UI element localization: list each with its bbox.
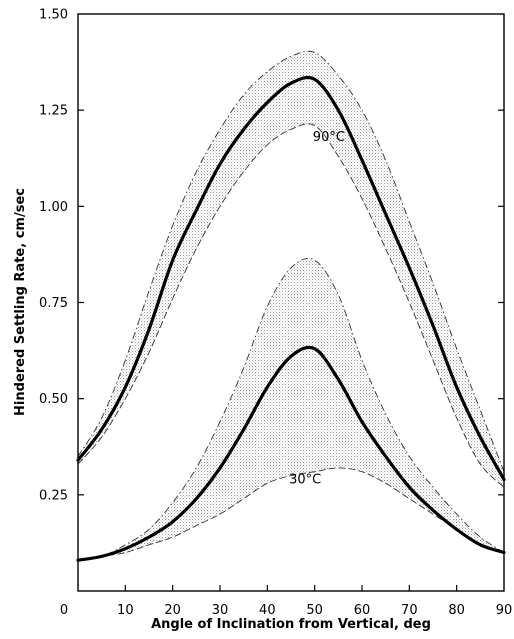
x-tick-label: 80 — [448, 603, 465, 618]
y-tick-label: 0.75 — [39, 296, 68, 311]
x-tick-label: 10 — [117, 603, 134, 618]
x-tick-label: 70 — [401, 603, 418, 618]
x-tick-label: 30 — [212, 603, 229, 618]
x-tick-label: 90 — [496, 603, 513, 618]
y-axis-label: Hindered Settling Rate, cm/sec — [13, 188, 28, 416]
y-tick-label: 0.25 — [39, 488, 68, 503]
y-tick-label: 1.00 — [39, 200, 68, 215]
x-tick-label: 60 — [354, 603, 371, 618]
annotation-label: 30°C — [289, 472, 321, 487]
x-tick-label: 40 — [259, 603, 276, 618]
x-tick-label: 20 — [164, 603, 181, 618]
y-tick-label: 0.50 — [39, 392, 68, 407]
x-axis-label: Angle of Inclination from Vertical, deg — [151, 617, 431, 632]
x-tick-label: 50 — [306, 603, 323, 618]
y-tick-label: 1.25 — [39, 104, 68, 119]
x-tick-label: 0 — [60, 603, 68, 618]
y-tick-label: 1.50 — [39, 8, 68, 23]
annotation-label: 90°C — [313, 130, 345, 145]
